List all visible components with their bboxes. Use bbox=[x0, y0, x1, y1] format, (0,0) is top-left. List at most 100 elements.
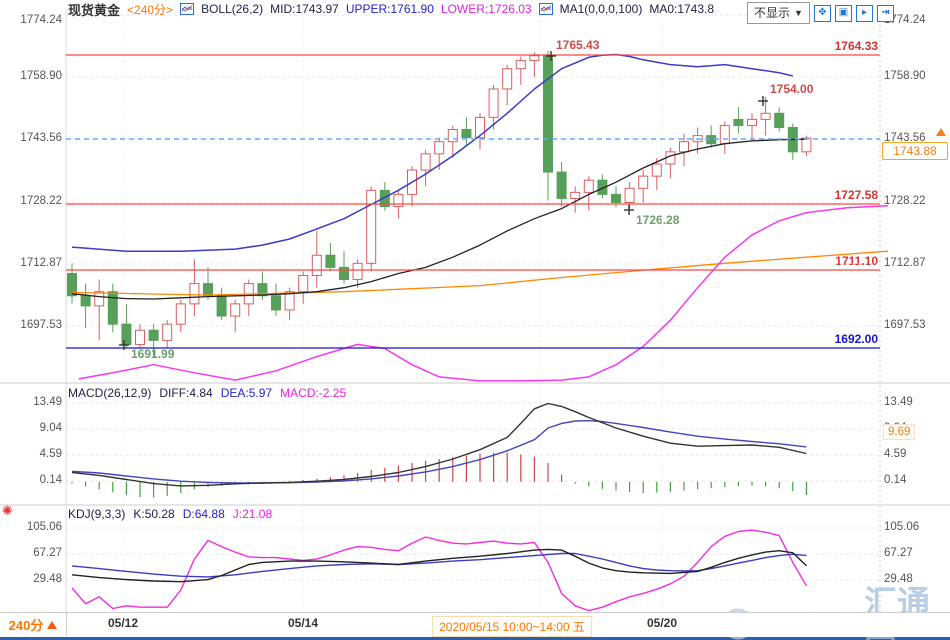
display-toggle-label: 不显示 bbox=[754, 6, 791, 20]
candle-body bbox=[529, 55, 540, 62]
price-annotation: 1726.28 bbox=[636, 213, 680, 227]
price-annotation: 1754.00 bbox=[770, 82, 814, 96]
candle-body bbox=[148, 329, 159, 341]
dropdown-arrow-icon: ▼ bbox=[794, 7, 803, 18]
price-line-label: 1711.10 bbox=[835, 254, 878, 268]
ma0-value: MA0:1743.8 bbox=[649, 2, 715, 16]
crosshair-move-icon[interactable]: ✥ bbox=[813, 4, 831, 22]
candle-body bbox=[298, 274, 309, 293]
ma-legend-icon bbox=[538, 3, 553, 15]
boll-lower-line bbox=[78, 204, 889, 382]
last-price-badge: 1743.88 bbox=[882, 142, 948, 160]
candle-body bbox=[80, 295, 91, 307]
price-up-arrow-icon bbox=[936, 128, 946, 136]
export-icon[interactable]: ⇥ bbox=[876, 4, 894, 22]
main-axis-label-right: 1728.22 bbox=[884, 195, 926, 207]
main-axis-label-left: 1758.90 bbox=[20, 70, 62, 82]
date-axis-label: 05/14 bbox=[287, 616, 319, 630]
price-line-label: 1764.33 bbox=[834, 39, 878, 53]
macd-axis-label-left: 4.59 bbox=[39, 448, 62, 460]
macd-title: MACD(26,12,9) bbox=[68, 386, 152, 400]
kdj-axis-label-left: 105.06 bbox=[26, 521, 62, 533]
candle-body bbox=[638, 175, 649, 189]
period-up-arrow-icon bbox=[47, 620, 58, 629]
candle-body bbox=[107, 291, 118, 325]
candle-body bbox=[543, 55, 553, 173]
boll-legend-icon bbox=[180, 3, 195, 15]
scroll-forward-icon[interactable]: ▸ bbox=[855, 4, 873, 22]
boll-upper-line bbox=[71, 53, 793, 252]
date-axis-label: 05/12 bbox=[107, 616, 139, 630]
kdj-axis-label-right: 67.27 bbox=[884, 547, 913, 559]
period-selector-label: 240分 bbox=[8, 618, 44, 633]
time-axis: 240分 05/12 05/14 2020/05/15 10:00~14:00 五 0… bbox=[0, 612, 950, 637]
macd-value-badge: 9.69 bbox=[883, 424, 916, 440]
candle-body bbox=[216, 295, 227, 317]
macd-axis-label-left: 0.14 bbox=[39, 474, 62, 486]
boll-upper-value: UPPER:1761.90 bbox=[345, 2, 434, 16]
display-toggle-button[interactable]: 不显示 ▼ bbox=[747, 2, 810, 24]
macd-axis-label-left: 9.04 bbox=[39, 422, 62, 434]
kdj-d-line bbox=[71, 552, 807, 578]
kdj-d-value: D:64.88 bbox=[182, 507, 225, 521]
candle-body bbox=[393, 193, 404, 208]
candle-body bbox=[325, 254, 336, 268]
macd-header: MACD(26,12,9) DIFF:4.84 DEA:5.97 MACD:-2… bbox=[68, 386, 346, 400]
boll-label: BOLL(26,2) bbox=[201, 2, 264, 16]
main-axis-label-right: 1774.24 bbox=[884, 14, 926, 26]
macd-axis-label-right: 0.14 bbox=[884, 474, 907, 486]
indicator-settings-icon[interactable]: ✺ bbox=[2, 503, 13, 518]
candle-body bbox=[733, 118, 744, 126]
candle-body bbox=[801, 137, 812, 153]
period-label: <240分> bbox=[127, 2, 174, 17]
candle-body bbox=[570, 191, 581, 199]
kdj-axis-label-right: 29.48 bbox=[884, 573, 913, 585]
candle-body bbox=[366, 189, 377, 264]
candle-body bbox=[624, 187, 635, 204]
candle-body bbox=[719, 124, 730, 145]
period-selector[interactable]: 240分 bbox=[0, 613, 67, 636]
macd-axis-label-left: 13.49 bbox=[33, 396, 62, 408]
zoom-region-icon[interactable]: ▣ bbox=[834, 4, 852, 22]
bottom-scrollbar[interactable] bbox=[0, 636, 950, 640]
candle-body bbox=[475, 116, 485, 139]
price-line-label: 1692.00 bbox=[834, 332, 878, 346]
chart-header: 现货黄金 <240分> BOLL(26,2) MID:1743.97 UPPER… bbox=[68, 0, 714, 18]
macd-axis-label-right: 4.59 bbox=[884, 448, 907, 460]
main-axis-label-left: 1697.53 bbox=[20, 319, 62, 331]
ma-label: MA1(0,0,0,100) bbox=[559, 2, 643, 16]
candle-body bbox=[379, 189, 390, 208]
candle-body bbox=[747, 118, 757, 126]
candle-body bbox=[420, 153, 431, 171]
main-axis-label-right: 1743.56 bbox=[884, 132, 926, 144]
price-annotation: 1765.43 bbox=[556, 38, 600, 52]
main-axis-label-left: 1774.24 bbox=[20, 14, 62, 26]
candle-body bbox=[774, 112, 785, 128]
kdj-k-line bbox=[71, 548, 807, 583]
macd-diff-value: DIFF:4.84 bbox=[159, 386, 213, 400]
candle-body bbox=[271, 295, 281, 311]
boll-lower-value: LOWER:1726.03 bbox=[440, 2, 532, 16]
candle-body bbox=[611, 193, 621, 204]
kdj-j-line bbox=[71, 529, 808, 612]
candle-body bbox=[339, 266, 349, 281]
candle-body bbox=[230, 303, 241, 317]
kdj-k-value: K:50.28 bbox=[133, 507, 175, 521]
candle-body bbox=[352, 262, 363, 281]
boll-mid-value: MID:1743.97 bbox=[270, 2, 339, 16]
macd-diff-line bbox=[71, 402, 807, 487]
main-axis-label-left: 1743.56 bbox=[20, 132, 62, 144]
candle-body bbox=[597, 179, 608, 195]
candle-body bbox=[583, 179, 594, 193]
macd-axis-label-right: 13.49 bbox=[884, 396, 913, 408]
kdj-header: KDJ(9,3,3) K:50.28 D:64.88 J:21.08 bbox=[68, 507, 272, 521]
kdj-axis-label-right: 105.06 bbox=[884, 521, 920, 533]
candle-body bbox=[257, 283, 268, 297]
price-annotation: 1691.99 bbox=[131, 347, 175, 361]
candle-body bbox=[67, 272, 77, 297]
main-axis-label-right: 1697.53 bbox=[884, 319, 926, 331]
candle-body bbox=[556, 171, 567, 199]
kdj-j-value: J:21.08 bbox=[232, 507, 273, 521]
